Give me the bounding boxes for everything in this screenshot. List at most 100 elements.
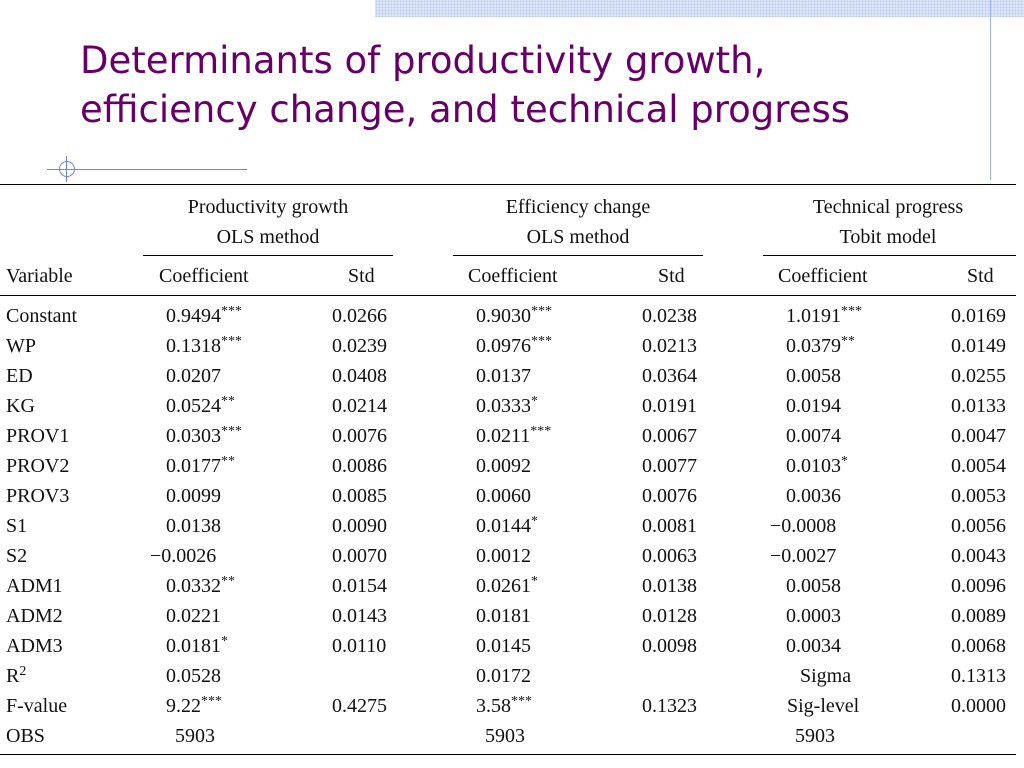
header-vertical-rule bbox=[990, 0, 991, 180]
cell-value: 0.0077 bbox=[642, 455, 697, 477]
coefficient-cell: 9.22*** bbox=[166, 691, 222, 721]
significance-stars: * bbox=[531, 394, 538, 409]
cell-value: 0.0063 bbox=[642, 545, 697, 567]
std-cell: 0.0408 bbox=[332, 361, 387, 391]
cell-value: 0.0138 bbox=[642, 575, 697, 597]
variable-cell: PROV2 bbox=[6, 451, 69, 481]
significance-stars: ** bbox=[221, 454, 235, 469]
cell-value: 0.0034 bbox=[786, 635, 841, 657]
coefficient-cell: 0.0074 bbox=[786, 421, 841, 451]
std-cell: 0.0169 bbox=[951, 301, 1006, 331]
header-dot-band bbox=[375, 0, 1024, 17]
cell-value: 0.0058 bbox=[786, 365, 841, 387]
cell-value: Constant bbox=[6, 305, 78, 327]
cell-value: 0.0076 bbox=[332, 425, 387, 447]
std-cell: 0.0086 bbox=[332, 451, 387, 481]
cell-value: 0.0214 bbox=[332, 395, 387, 417]
variable-cell: WP bbox=[6, 331, 36, 361]
coefficient-cell: 0.0177** bbox=[166, 451, 235, 481]
cell-value: 0.0133 bbox=[951, 395, 1006, 417]
table-row: R2 0.0528 0.0172 Sigma 0.1313 bbox=[0, 661, 1016, 691]
circle-ornament-icon bbox=[59, 161, 75, 177]
cell-value: 0.0012 bbox=[476, 545, 531, 567]
variable-cell: R2 bbox=[6, 661, 26, 691]
column-header-std: Std bbox=[348, 265, 375, 287]
cell-value: 0.0303 bbox=[166, 425, 221, 447]
title-line-2: efficiency change, and technical progres… bbox=[80, 88, 851, 131]
std-cell: 0.0047 bbox=[951, 421, 1006, 451]
significance-stars: *** bbox=[531, 334, 552, 349]
cell-value: −0.0008 bbox=[770, 515, 837, 537]
significance-stars: *** bbox=[531, 304, 552, 319]
group-header-efficiency: Efficiency change OLS method bbox=[453, 192, 703, 252]
significance-stars: *** bbox=[221, 304, 242, 319]
coefficient-cell: 0.0333* bbox=[476, 391, 538, 421]
cell-value: 0.0054 bbox=[951, 455, 1006, 477]
cell-value: 0.0145 bbox=[476, 635, 531, 657]
superscript: 2 bbox=[19, 664, 27, 679]
std-cell: 0.0138 bbox=[642, 571, 697, 601]
table-row: S2 −0.0026 0.0070 0.0012 0.0063 −0.0027 0.0043 bbox=[0, 541, 1016, 571]
cell-value: 0.0181 bbox=[476, 605, 531, 627]
cell-value: 9.22 bbox=[166, 695, 201, 717]
std-cell: 0.0098 bbox=[642, 631, 697, 661]
coefficient-cell: 0.1318*** bbox=[166, 331, 242, 361]
coefficient-cell: 0.0144* bbox=[476, 511, 538, 541]
variable-cell: S1 bbox=[6, 511, 27, 541]
variable-cell: ADM2 bbox=[6, 601, 63, 631]
cell-value: 0.0364 bbox=[642, 365, 697, 387]
variable-cell: ADM1 bbox=[6, 571, 63, 601]
cell-value: 0.0003 bbox=[786, 605, 841, 627]
std-cell: 0.0214 bbox=[332, 391, 387, 421]
std-cell: 0.0077 bbox=[642, 451, 697, 481]
page-title: Determinants of productivity growth, eff… bbox=[80, 36, 850, 134]
cell-value: PROV3 bbox=[6, 485, 70, 507]
coefficient-cell: 0.0060 bbox=[476, 481, 531, 511]
coefficient-cell: 0.0207 bbox=[166, 361, 221, 391]
coefficient-cell: 0.0145 bbox=[476, 631, 531, 661]
coefficient-cell: 0.0528 bbox=[166, 661, 221, 691]
cell-value: ADM3 bbox=[6, 635, 63, 657]
column-header-coefficient: Coefficient bbox=[159, 265, 249, 287]
coefficient-cell: 0.0194 bbox=[786, 391, 841, 421]
cell-value: 0.0110 bbox=[332, 635, 387, 657]
circle-ornament-stroke bbox=[66, 156, 67, 182]
std-cell: 0.0110 bbox=[332, 631, 386, 661]
cell-value: 0.0239 bbox=[332, 335, 387, 357]
group-underline bbox=[453, 255, 703, 256]
cell-value: 0.0238 bbox=[642, 305, 697, 327]
variable-cell: PROV1 bbox=[6, 421, 69, 451]
table-top-rule bbox=[0, 184, 1016, 185]
significance-stars: *** bbox=[530, 424, 552, 439]
cell-value: PROV1 bbox=[6, 425, 70, 447]
std-cell: 0.1313 bbox=[951, 661, 1006, 691]
std-cell: 0.0067 bbox=[642, 421, 697, 451]
table-row: ED 0.0207 0.0408 0.0137 0.0364 0.0058 0.0255 bbox=[0, 361, 1016, 391]
variable-cell: PROV3 bbox=[6, 481, 69, 511]
coefficient-cell: Sig-level bbox=[787, 691, 859, 721]
std-cell: 0.0053 bbox=[951, 481, 1006, 511]
cell-value: 0.1323 bbox=[642, 695, 697, 717]
variable-cell: ADM3 bbox=[6, 631, 63, 661]
variable-cell: OBS bbox=[6, 721, 45, 751]
group-header-productivity: Productivity growth OLS method bbox=[143, 192, 393, 252]
cell-value: 0.0143 bbox=[332, 605, 387, 627]
coefficient-cell: −0.0027 bbox=[770, 541, 836, 571]
cell-value: 0.0332 bbox=[166, 575, 221, 597]
cell-value: 5903 bbox=[795, 725, 835, 747]
cell-value: KG bbox=[6, 395, 35, 417]
group-header-line: Efficiency change bbox=[505, 196, 651, 218]
variable-cell: ED bbox=[6, 361, 33, 391]
variable-cell: KG bbox=[6, 391, 35, 421]
cell-value: 0.0211 bbox=[476, 425, 531, 447]
group-underline bbox=[143, 255, 393, 256]
group-header-method: OLS method bbox=[526, 226, 630, 248]
column-header-coefficient: Coefficient bbox=[468, 265, 558, 287]
std-cell: 0.0043 bbox=[951, 541, 1006, 571]
table-row: S1 0.0138 0.0090 0.0144* 0.0081 −0.0008 0.0056 bbox=[0, 511, 1016, 541]
significance-stars: *** bbox=[221, 334, 242, 349]
cell-value: 0.0060 bbox=[476, 485, 531, 507]
cell-value: WP bbox=[6, 335, 36, 357]
coefficient-cell: 0.0099 bbox=[166, 481, 221, 511]
cell-value: 0.0047 bbox=[951, 425, 1006, 447]
